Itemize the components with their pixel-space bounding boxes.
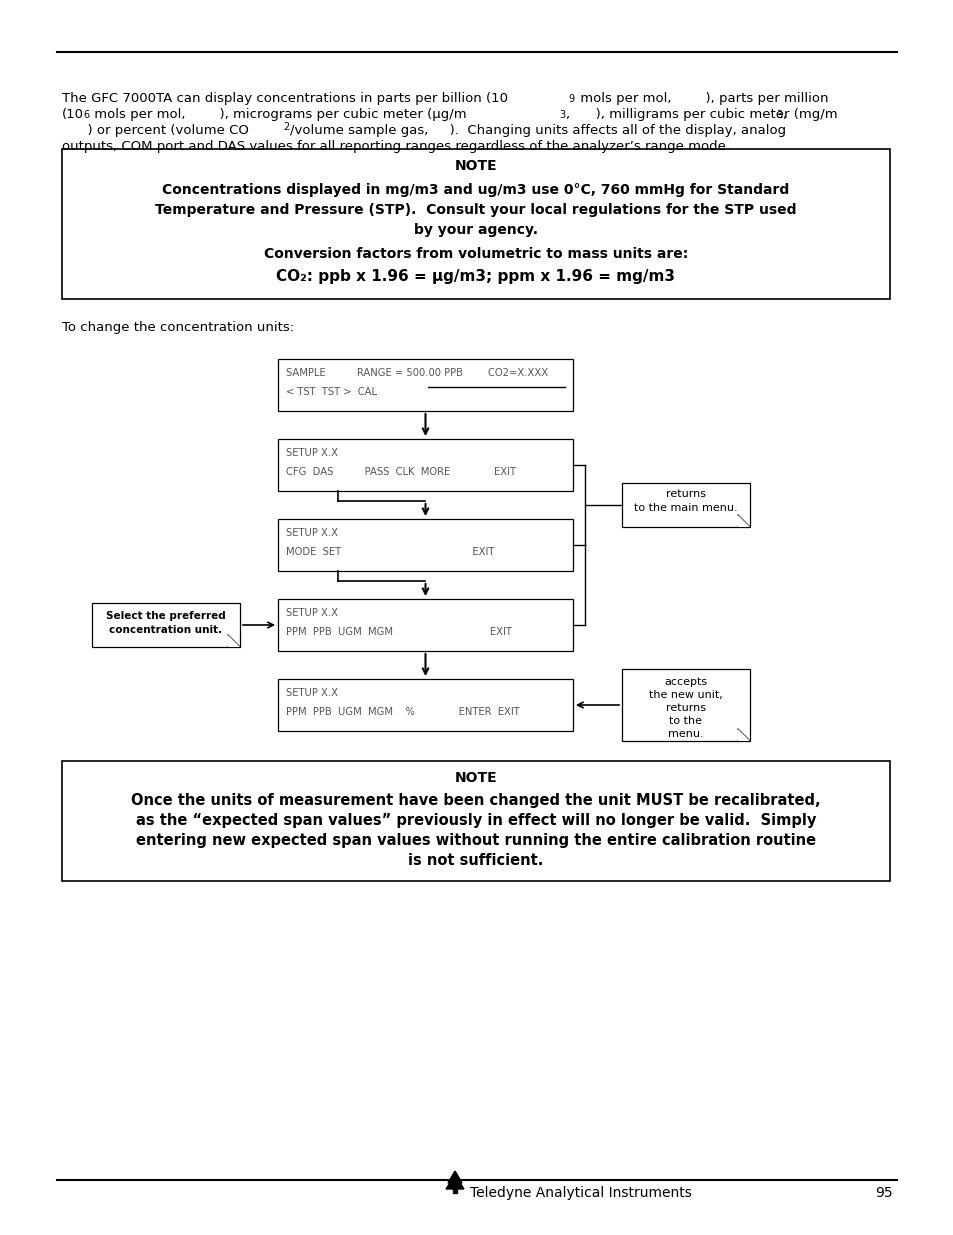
Text: accepts: accepts <box>663 677 707 687</box>
Bar <box>277 679 573 731</box>
Text: < TST  TST >  CAL: < TST TST > CAL <box>286 387 376 396</box>
Text: the new unit,: the new unit, <box>648 690 722 700</box>
Text: is not sufficient.: is not sufficient. <box>408 853 543 868</box>
Bar <box>621 669 749 741</box>
Text: ,      ), milligrams per cubic meter (mg/m: , ), milligrams per cubic meter (mg/m <box>565 107 837 121</box>
Polygon shape <box>738 729 749 741</box>
Text: (10: (10 <box>62 107 84 121</box>
Text: PPM  PPB  UGM  MGM    %              ENTER  EXIT: PPM PPB UGM MGM % ENTER EXIT <box>286 706 519 718</box>
Text: SETUP X.X: SETUP X.X <box>286 448 337 458</box>
Text: menu.: menu. <box>667 729 703 739</box>
Text: 95: 95 <box>875 1186 892 1200</box>
Text: SETUP X.X: SETUP X.X <box>286 608 337 618</box>
Text: returns: returns <box>665 703 705 713</box>
Text: NOTE: NOTE <box>455 771 497 785</box>
Text: ) or percent (volume CO: ) or percent (volume CO <box>62 124 249 137</box>
Text: by your agency.: by your agency. <box>414 224 537 237</box>
Text: SETUP X.X: SETUP X.X <box>286 688 337 698</box>
Text: Teledyne Analytical Instruments: Teledyne Analytical Instruments <box>470 1186 691 1200</box>
Bar <box>62 149 889 299</box>
Text: 3: 3 <box>558 110 564 120</box>
Text: to the: to the <box>669 716 701 726</box>
Text: 6: 6 <box>83 110 89 120</box>
Text: To change the concentration units:: To change the concentration units: <box>62 321 294 333</box>
Text: Conversion factors from volumetric to mass units are:: Conversion factors from volumetric to ma… <box>264 247 687 261</box>
Text: 9: 9 <box>567 94 574 104</box>
Text: NOTE: NOTE <box>455 159 497 173</box>
Text: MODE  SET                                          EXIT: MODE SET EXIT <box>286 547 494 557</box>
Bar <box>62 761 889 881</box>
Text: Once the units of measurement have been changed the unit MUST be recalibrated,: Once the units of measurement have been … <box>132 793 820 808</box>
Polygon shape <box>446 1174 463 1189</box>
Bar <box>277 519 573 571</box>
Text: SAMPLE          RANGE = 500.00 PPB        CO2=X.XXX: SAMPLE RANGE = 500.00 PPB CO2=X.XXX <box>286 368 548 378</box>
Text: PPM  PPB  UGM  MGM                               EXIT: PPM PPB UGM MGM EXIT <box>286 627 512 637</box>
Text: entering new expected span values without running the entire calibration routine: entering new expected span values withou… <box>135 832 815 848</box>
Text: CO₂: ppb x 1.96 = μg/m3; ppm x 1.96 = mg/m3: CO₂: ppb x 1.96 = μg/m3; ppm x 1.96 = mg… <box>276 269 675 284</box>
Text: to the main menu.: to the main menu. <box>634 503 737 513</box>
Text: 2: 2 <box>283 122 289 132</box>
Polygon shape <box>228 635 240 647</box>
Text: concentration unit.: concentration unit. <box>110 625 222 635</box>
Polygon shape <box>453 1187 456 1193</box>
Text: returns: returns <box>665 489 705 499</box>
Polygon shape <box>448 1171 461 1183</box>
Text: The GFC 7000TA can display concentrations in parts per billion (10: The GFC 7000TA can display concentration… <box>62 91 507 105</box>
Polygon shape <box>738 515 749 527</box>
Text: CFG  DAS          PASS  CLK  MORE              EXIT: CFG DAS PASS CLK MORE EXIT <box>286 467 516 477</box>
Text: SETUP X.X: SETUP X.X <box>286 529 337 538</box>
Bar <box>277 359 573 411</box>
Text: mols per mol,        ), micrograms per cubic meter (μg/m: mols per mol, ), micrograms per cubic me… <box>90 107 466 121</box>
Bar <box>91 603 240 647</box>
Text: /volume sample gas,     ).  Changing units affects all of the display, analog: /volume sample gas, ). Changing units af… <box>290 124 785 137</box>
Text: Concentrations displayed in mg/m3 and ug/m3 use 0°C, 760 mmHg for Standard: Concentrations displayed in mg/m3 and ug… <box>162 183 789 198</box>
Text: Select the preferred: Select the preferred <box>106 611 226 621</box>
Text: 3: 3 <box>775 110 781 120</box>
Bar <box>621 483 749 527</box>
Text: as the “expected span values” previously in effect will no longer be valid.  Sim: as the “expected span values” previously… <box>135 813 816 827</box>
Text: outputs, COM port and DAS values for all reporting ranges regardless of the anal: outputs, COM port and DAS values for all… <box>62 140 729 153</box>
Bar <box>277 599 573 651</box>
Bar <box>277 438 573 492</box>
Text: ,: , <box>781 107 785 121</box>
Text: Temperature and Pressure (STP).  Consult your local regulations for the STP used: Temperature and Pressure (STP). Consult … <box>155 203 796 217</box>
Text: mols per mol,        ), parts per million: mols per mol, ), parts per million <box>576 91 827 105</box>
